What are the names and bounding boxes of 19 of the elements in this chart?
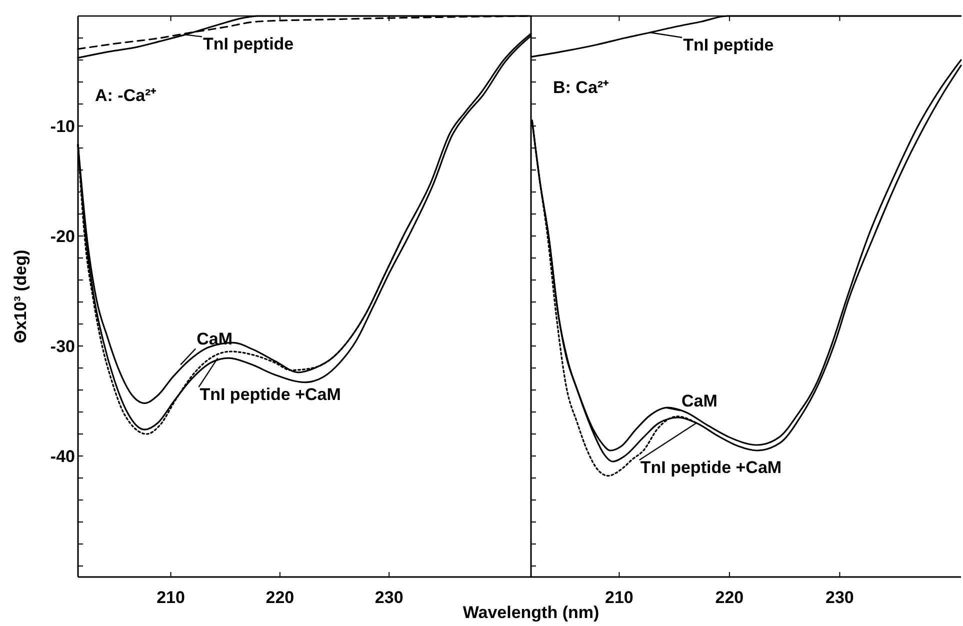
annotation: CaM	[682, 392, 718, 411]
annotation: TnI peptide +CaM	[640, 458, 782, 477]
x-tick-label: 220	[715, 588, 744, 607]
annotation: A: -Ca²⁺	[95, 86, 157, 105]
y-tick-label: -10	[50, 116, 75, 136]
y-tick-label: -20	[50, 226, 75, 246]
y-tick-label: -30	[50, 336, 75, 356]
x-tick-label: 220	[266, 588, 294, 607]
x-tick-label: 210	[156, 588, 185, 607]
x-axis-title: Wavelength (nm)	[462, 603, 600, 622]
y-tick-label: -40	[50, 446, 75, 466]
x-tick-label: 210	[605, 588, 634, 607]
annotation: TnI peptide	[202, 34, 294, 54]
x-tick-label: 230	[826, 588, 854, 607]
x-tick-label: 230	[374, 588, 404, 607]
annotation: TnI peptide	[683, 36, 774, 54]
annotation: B: Ca²⁺	[553, 78, 610, 97]
y-axis-title: Θx10³ (deg)	[11, 250, 30, 344]
annotation: TnI peptide +CaM	[200, 385, 341, 404]
